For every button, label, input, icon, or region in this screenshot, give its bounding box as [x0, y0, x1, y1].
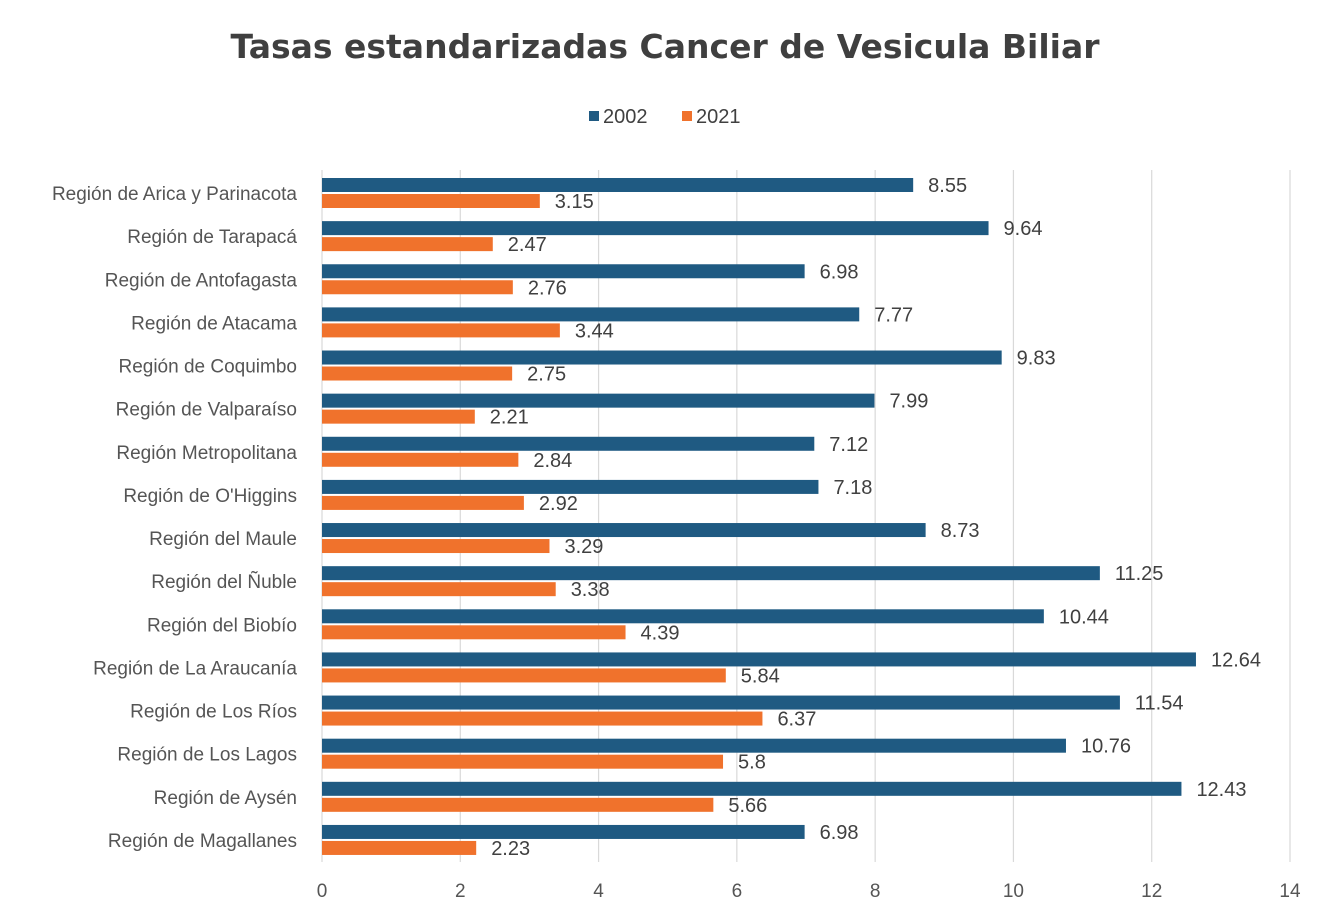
data-label: 5.66: [728, 795, 767, 817]
bar-2021: [322, 280, 513, 295]
category-label: Región del Ñuble: [151, 571, 297, 593]
bar-2021: [322, 495, 524, 510]
data-label: 3.29: [564, 536, 603, 558]
data-label: 7.18: [833, 477, 872, 499]
category-label: Región del Maule: [149, 529, 297, 550]
category-label: Región de Atacama: [131, 313, 297, 334]
x-tick-label: 4: [593, 881, 604, 902]
data-label: 6.37: [777, 709, 816, 731]
data-label: 7.77: [874, 304, 913, 326]
bar-2002: [322, 652, 1196, 667]
data-label: 2.76: [528, 277, 567, 299]
legend-swatch-2021: [682, 111, 692, 121]
bar-2002: [322, 566, 1100, 581]
data-label: 5.84: [741, 665, 780, 687]
bar-2002: [322, 264, 805, 279]
bars: [322, 178, 1196, 855]
bar-2002: [322, 738, 1066, 753]
x-tick-label: 10: [1003, 881, 1024, 902]
data-label: 8.55: [928, 175, 967, 197]
bar-2021: [322, 711, 763, 726]
bar-2021: [322, 754, 724, 769]
category-label: Región de Arica y Parinacota: [52, 184, 297, 205]
bar-2021: [322, 366, 513, 381]
bar-2021: [322, 840, 477, 855]
category-label: Región de Aysén: [154, 788, 297, 809]
bar-2002: [322, 350, 1002, 365]
bar-2002: [322, 695, 1120, 710]
data-label: 10.44: [1059, 606, 1109, 628]
bar-2002: [322, 479, 819, 494]
x-tick-label: 6: [732, 881, 743, 902]
bar-2002: [322, 824, 805, 839]
bar-2021: [322, 452, 519, 467]
bar-2002: [322, 178, 914, 192]
chart-title: Tasas estandarizadas Cancer de Vesicula …: [230, 27, 1100, 66]
data-label: 9.83: [1017, 348, 1056, 370]
bar-2002: [322, 393, 875, 408]
data-label: 2.75: [527, 364, 566, 386]
bar-2002: [322, 523, 926, 538]
category-label: Región del Biobío: [147, 615, 297, 636]
category-label: Región de Tarapacá: [127, 227, 297, 248]
bar-2021: [322, 625, 626, 640]
data-label: 11.54: [1135, 693, 1184, 715]
data-label: 9.64: [1004, 218, 1043, 240]
bar-2021: [322, 539, 550, 554]
data-label: 3.44: [575, 320, 614, 342]
data-label: 6.98: [820, 822, 859, 844]
category-label: Región de La Araucanía: [93, 658, 297, 679]
bar-2021: [322, 668, 726, 683]
category-label: Región de Los Ríos: [130, 702, 297, 723]
category-label: Región de Coquimbo: [118, 357, 297, 378]
bar-2002: [322, 307, 860, 322]
category-label: Región de Magallanes: [108, 831, 297, 852]
data-label: 2.23: [491, 838, 530, 860]
bar-2021: [322, 323, 560, 338]
data-label: 10.76: [1081, 736, 1131, 758]
bar-2002: [322, 781, 1182, 796]
data-label: 2.47: [508, 234, 547, 256]
data-label: 6.98: [820, 261, 859, 283]
bar-2002: [322, 221, 989, 236]
legend-label: 2021: [696, 106, 741, 128]
bar-2021: [322, 797, 714, 812]
data-label: 8.73: [941, 520, 980, 542]
data-label: 2.21: [490, 407, 529, 429]
data-label: 7.99: [889, 391, 928, 413]
data-label: 2.92: [539, 493, 578, 515]
data-label: 5.8: [738, 752, 766, 774]
data-label: 12.43: [1196, 779, 1246, 801]
legend-label: 2002: [603, 106, 648, 128]
category-label: Región de Valparaíso: [116, 400, 297, 421]
legend-swatch-2002: [589, 111, 599, 121]
x-tick-label: 0: [317, 881, 328, 902]
bar-2002: [322, 609, 1044, 624]
data-label: 2.84: [533, 450, 572, 472]
data-label: 3.15: [555, 191, 594, 213]
labels: 0 2 4 6 8 10 12 14 Región de Arica y Parinacota 8…: [52, 175, 1301, 902]
data-label: 4.39: [641, 622, 680, 644]
category-label: Región de Los Lagos: [117, 745, 297, 766]
data-label: 11.25: [1115, 563, 1164, 585]
data-label: 12.64: [1211, 649, 1261, 671]
legend: 2002 2021: [589, 106, 741, 128]
bar-2021: [322, 237, 493, 252]
bar-2002: [322, 436, 815, 451]
x-tick-label: 8: [870, 881, 881, 902]
x-tick-label: 12: [1141, 881, 1162, 902]
bar-2021: [322, 409, 475, 424]
bar-2021: [322, 582, 556, 597]
data-label: 3.38: [571, 579, 610, 601]
x-tick-label: 2: [455, 881, 466, 902]
bar-2021: [322, 194, 540, 208]
category-label: Región Metropolitana: [116, 443, 297, 464]
category-label: Región de Antofagasta: [105, 270, 298, 291]
category-label: Región de O'Higgins: [123, 486, 297, 507]
data-label: 7.12: [829, 434, 868, 456]
x-tick-label: 14: [1279, 881, 1301, 902]
